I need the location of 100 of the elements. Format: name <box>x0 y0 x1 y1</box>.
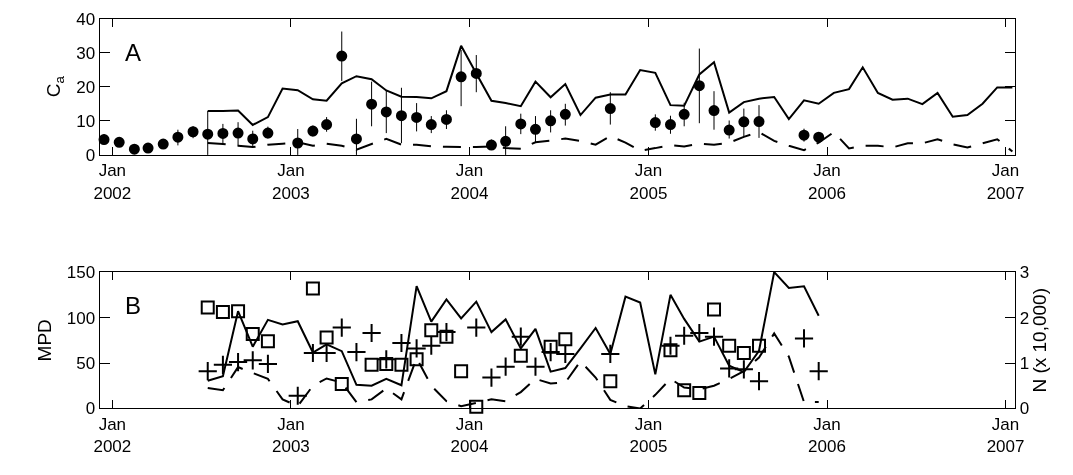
point <box>200 300 215 315</box>
point <box>513 348 528 363</box>
point <box>346 342 367 363</box>
point <box>663 343 678 358</box>
point <box>421 335 442 356</box>
point <box>202 128 214 140</box>
point <box>559 108 571 120</box>
point <box>380 106 392 118</box>
point <box>543 339 558 354</box>
point <box>738 116 750 128</box>
point <box>722 338 737 353</box>
point <box>366 98 378 110</box>
point <box>319 330 334 345</box>
point <box>257 353 278 375</box>
point <box>98 134 110 146</box>
point <box>212 354 233 375</box>
point <box>455 71 467 83</box>
point <box>242 350 263 371</box>
point <box>495 356 516 377</box>
point <box>753 116 765 128</box>
point <box>600 343 621 365</box>
x-tick-label: Jan 2006 <box>808 414 846 457</box>
point <box>321 119 333 131</box>
point <box>394 357 409 372</box>
point <box>364 357 379 372</box>
x-tick-label: Jan 2002 <box>93 161 132 203</box>
point <box>677 383 692 398</box>
point <box>708 105 720 117</box>
point <box>525 356 546 377</box>
point <box>425 119 437 131</box>
y-tick-label: 0 <box>85 145 96 165</box>
point <box>307 125 319 137</box>
point <box>411 111 423 123</box>
point <box>231 304 246 319</box>
point <box>748 371 770 392</box>
point <box>540 342 561 363</box>
y-tick-label: 150 <box>66 263 96 283</box>
x-tick-label: Jan 2004 <box>450 414 489 457</box>
point <box>232 127 244 139</box>
point <box>808 361 829 382</box>
point <box>409 352 424 367</box>
y-tick-label: 20 <box>76 77 96 97</box>
point <box>227 352 249 373</box>
point <box>693 80 705 92</box>
point <box>391 332 412 354</box>
point <box>529 123 541 135</box>
point <box>723 124 735 136</box>
x-tick-label: Jan 2002 <box>93 414 132 457</box>
point <box>485 139 497 151</box>
x-tick-label: Jan 2005 <box>629 161 668 203</box>
y-tick-label: 40 <box>76 9 96 29</box>
point <box>336 50 348 62</box>
point <box>172 131 184 143</box>
point <box>510 326 531 347</box>
point <box>331 317 352 338</box>
point <box>305 281 320 296</box>
point <box>660 335 681 356</box>
point <box>798 129 810 141</box>
point <box>215 305 230 320</box>
point <box>469 399 484 414</box>
point <box>440 113 452 125</box>
y2-axis-title: N (x 10,000) <box>1029 288 1051 393</box>
point <box>379 356 394 371</box>
y2-tick-label: 3 <box>1019 263 1030 283</box>
y-tick-label: 50 <box>76 353 96 373</box>
x-tick-label: Jan 2004 <box>450 161 489 203</box>
point <box>406 338 427 359</box>
y2-tick-label: 1 <box>1019 353 1030 373</box>
point <box>664 119 676 131</box>
point <box>247 133 259 145</box>
x-tick-label: Jan 2003 <box>271 414 310 457</box>
point <box>439 329 454 344</box>
point <box>719 358 740 379</box>
x-tick-label: Jan 2006 <box>808 161 846 203</box>
x-tick-label: Jan 2007 <box>986 161 1025 203</box>
point <box>703 326 725 347</box>
point <box>376 349 397 370</box>
y2-tick-label: 2 <box>1019 308 1030 328</box>
point <box>604 103 616 115</box>
y-tick-label: 30 <box>76 43 96 63</box>
point <box>813 131 825 143</box>
point <box>481 367 502 388</box>
point <box>674 325 695 346</box>
point <box>424 323 439 338</box>
point <box>515 118 527 130</box>
point <box>287 385 308 406</box>
point <box>361 322 382 344</box>
point <box>793 328 815 349</box>
y-axis-title: MPD <box>33 319 55 362</box>
point <box>217 127 229 139</box>
y-tick-label: 100 <box>66 308 96 328</box>
point <box>142 142 154 154</box>
y-tick-label: 0 <box>85 399 96 419</box>
point <box>260 334 275 349</box>
x-tick-label: Jan 2003 <box>271 161 310 203</box>
point <box>555 343 576 365</box>
point <box>466 317 487 338</box>
y-tick-label: 10 <box>76 111 96 131</box>
point <box>128 143 140 155</box>
point <box>245 326 260 341</box>
